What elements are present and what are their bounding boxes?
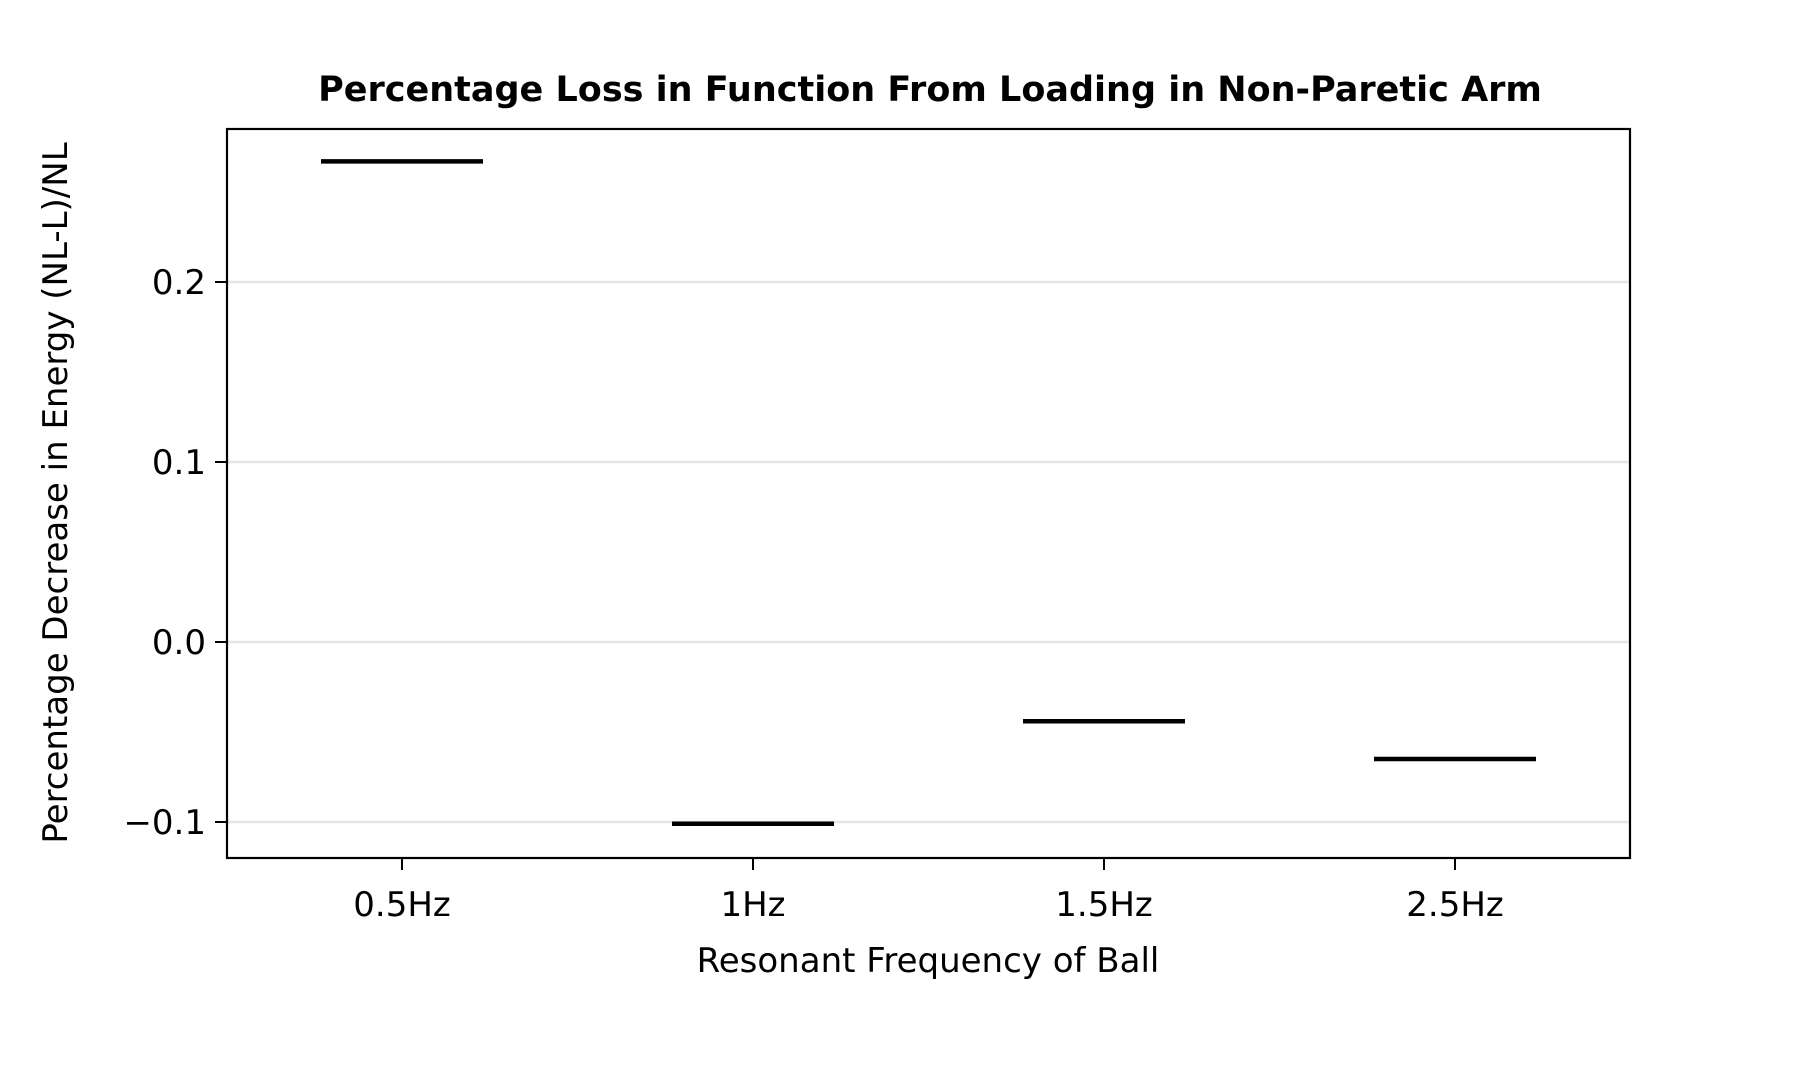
y-tick-label: 0.2	[152, 263, 206, 303]
y-axis-label: Percentage Decrease in Energy (NL-L)/NL	[36, 142, 76, 843]
y-tick-label: 0.1	[152, 443, 206, 483]
chart-title: Percentage Loss in Function From Loading…	[318, 70, 1542, 110]
y-axis: −0.1 0.0 0.1 0.2	[123, 263, 227, 843]
y-tick-label: −0.1	[123, 803, 206, 843]
x-tick-label: 2.5Hz	[1406, 885, 1503, 925]
plot-frame	[225, 127, 1632, 860]
x-axis-label: Resonant Frequency of Ball	[697, 941, 1160, 981]
grid-lines	[227, 280, 1630, 824]
x-tick-label: 0.5Hz	[353, 885, 450, 925]
data-marks	[321, 159, 1536, 827]
y-tick-label: 0.0	[152, 623, 206, 663]
x-tick-label: 1.5Hz	[1055, 885, 1152, 925]
x-tick-label: 1Hz	[720, 885, 785, 925]
x-axis: 0.5Hz 1Hz 1.5Hz 2.5Hz	[353, 858, 1504, 925]
